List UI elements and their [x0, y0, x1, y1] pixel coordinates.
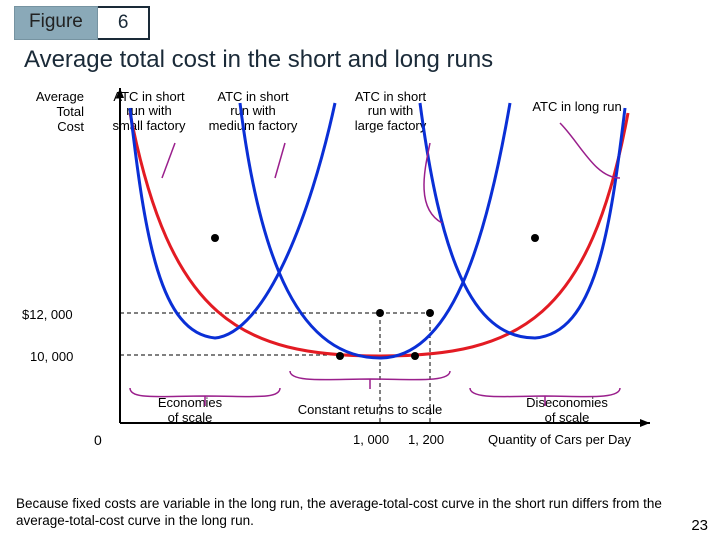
page-number: 23 — [691, 517, 708, 534]
figure-number: 6 — [98, 6, 151, 40]
figure-header: Figure 6 — [14, 6, 150, 40]
cost-curves-chart — [90, 88, 650, 438]
ytick-12000: $12, 000 — [22, 307, 73, 322]
y-axis-label: AverageTotalCost — [14, 90, 84, 135]
figure-label: Figure — [14, 6, 98, 40]
chart-svg — [90, 88, 650, 438]
chart-title: Average total cost in the short and long… — [24, 46, 493, 74]
figure-caption: Because fixed costs are variable in the … — [16, 496, 676, 530]
ytick-10000: 10, 000 — [30, 349, 73, 364]
